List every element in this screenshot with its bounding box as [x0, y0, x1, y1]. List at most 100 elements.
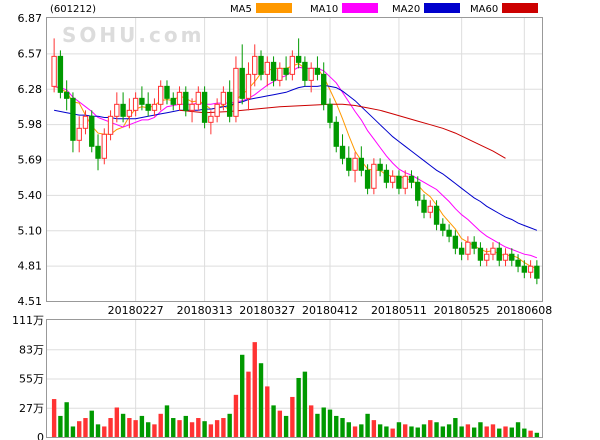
volume-bar — [346, 422, 351, 437]
date-tick-label: 20180327 — [239, 304, 295, 317]
candle-body — [233, 67, 239, 117]
volume-bar — [428, 420, 433, 437]
volume-bar — [139, 415, 145, 437]
candles — [51, 38, 540, 285]
volume-bar — [177, 420, 182, 437]
volume-bar — [446, 424, 452, 437]
volume-bar — [471, 427, 477, 437]
volume-bar — [290, 396, 295, 437]
candle-body — [70, 97, 76, 141]
candle-body — [490, 247, 496, 255]
watermark: SOHU.com — [62, 23, 204, 47]
candle-body — [252, 55, 258, 75]
volume-bar — [283, 415, 289, 437]
volume-bar — [302, 371, 308, 437]
legend-swatch-ma60 — [502, 3, 538, 13]
candle-body — [515, 259, 521, 267]
ma-line-ma60 — [179, 103, 506, 159]
candle-body — [346, 157, 352, 171]
price-tick-label: 5.10 — [18, 224, 43, 237]
price-tick-label: 4.51 — [18, 295, 43, 308]
volume-bar — [64, 402, 69, 437]
candle-body — [302, 61, 308, 81]
volume-bar — [227, 413, 232, 437]
volume-bar — [403, 424, 408, 437]
candle-body — [465, 241, 471, 255]
volume-bar — [183, 415, 188, 437]
volume-bar — [145, 422, 151, 437]
volume-bar — [453, 418, 458, 437]
candle-body — [427, 205, 433, 213]
volume-bars — [51, 342, 540, 437]
candle-body — [452, 235, 459, 249]
volume-bar — [258, 363, 264, 437]
volume-bar — [308, 405, 314, 437]
candle-body — [214, 103, 220, 117]
candle-body — [176, 91, 183, 105]
candle-body — [527, 265, 534, 273]
candle-body — [101, 133, 107, 159]
candle-body — [471, 241, 477, 249]
legend: (601212) MA5 MA10 MA20 MA60 — [50, 3, 538, 15]
candle-body — [339, 145, 346, 159]
legend-swatch-ma10 — [342, 3, 378, 13]
candle-body — [377, 163, 383, 171]
candle-body — [289, 55, 296, 75]
candle-body — [120, 103, 126, 117]
volume-bar — [214, 420, 220, 437]
volume-bar — [534, 432, 540, 437]
volume-bar — [152, 424, 157, 437]
candle-body — [283, 67, 289, 75]
volume-bar — [114, 407, 120, 437]
volume-bar — [415, 427, 420, 437]
volume-bar — [58, 415, 63, 437]
candle-body — [440, 223, 446, 231]
candle-body — [477, 247, 484, 261]
candle-body — [458, 247, 465, 255]
volume-bar — [327, 409, 333, 437]
legend-label-ma10: MA10 — [310, 4, 338, 15]
volume-bar — [89, 410, 94, 437]
volume-bar — [528, 430, 533, 437]
candle-body — [51, 55, 57, 87]
price-tick-label: 6.28 — [18, 83, 43, 96]
candle-body — [151, 103, 158, 111]
volume-bar — [440, 426, 446, 437]
candle-body — [170, 97, 176, 105]
candle-body — [352, 157, 358, 171]
axes-labels: 6.87 6.57 6.28 5.98 5.69 5.40 5.10 4.81 4.51 111万… — [12, 12, 552, 440]
candle-body — [333, 121, 339, 147]
volume-bar — [95, 424, 101, 437]
candle-body — [383, 169, 390, 183]
candle-body — [421, 199, 427, 213]
volume-bar — [70, 426, 76, 437]
volume-bar — [77, 421, 82, 437]
candle-body — [89, 115, 95, 147]
volume-bar — [51, 399, 57, 437]
volume-bar — [221, 418, 226, 437]
volume-bar — [189, 422, 195, 437]
ma-line-ma10 — [54, 66, 538, 259]
volume-bar — [271, 405, 276, 437]
candle-body — [63, 91, 70, 99]
volume-bar — [515, 422, 521, 437]
candle-body — [95, 145, 101, 159]
volume-bar — [522, 428, 527, 437]
legend-swatch-ma20 — [424, 3, 460, 13]
volume-bar — [359, 424, 364, 437]
volume-bar — [352, 426, 358, 437]
volume-bar — [409, 426, 414, 437]
volume-bar — [265, 386, 270, 437]
volume-bar — [120, 413, 126, 437]
volume-bar — [396, 422, 402, 437]
volume-bar — [490, 424, 496, 437]
volume-bar — [434, 422, 439, 437]
volume-bar — [377, 424, 383, 437]
candle-body — [358, 157, 365, 171]
volume-bar — [334, 415, 339, 437]
candle-body — [502, 253, 509, 261]
price-tick-label: 5.40 — [18, 189, 43, 202]
candle-body — [164, 85, 170, 99]
legend-swatch-ma5 — [256, 3, 292, 13]
legend-label-ma5: MA5 — [230, 4, 252, 15]
